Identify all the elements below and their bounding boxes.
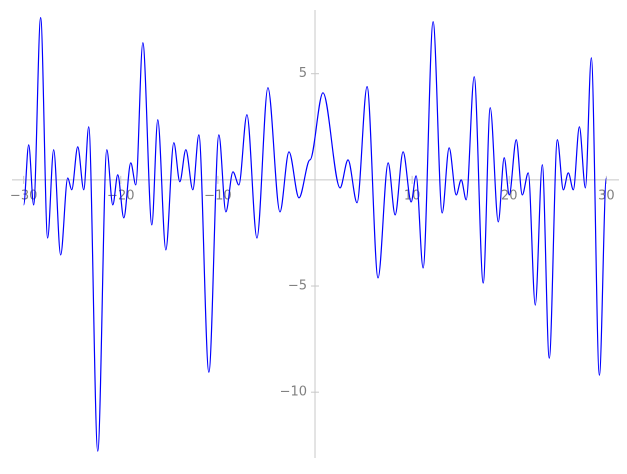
y-tick-label: −5 — [288, 279, 307, 294]
x-tick-label: −10 — [204, 188, 231, 203]
y-tick-label: 5 — [299, 66, 307, 81]
x-tick-label: −30 — [10, 188, 37, 203]
x-tick-label: 20 — [501, 188, 518, 203]
line — [23, 17, 607, 452]
x-tick-label: 30 — [598, 188, 615, 203]
y-tick-label: −10 — [280, 385, 307, 400]
